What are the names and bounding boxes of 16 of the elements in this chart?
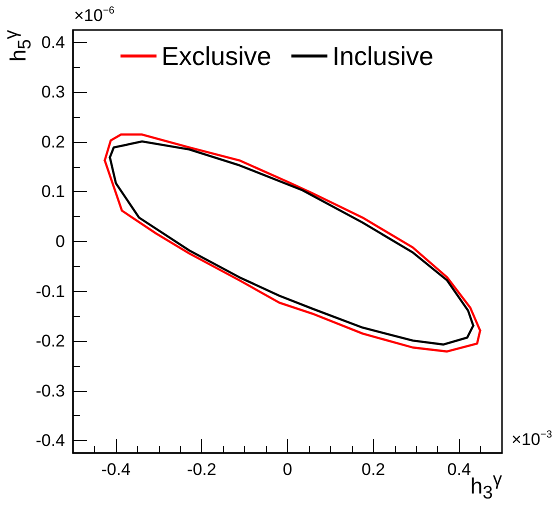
y-tick-label: 0.2 (41, 132, 65, 152)
y-tick-label: 0 (56, 232, 65, 251)
x-tick-label: 0.2 (361, 460, 386, 479)
x-tick-label: -0.2 (187, 460, 216, 479)
y-tick-label: 0.1 (41, 182, 65, 202)
legend-label: Inclusive (332, 41, 434, 71)
y-tick-label: -0.1 (36, 282, 65, 301)
x-tick-label: -0.4 (101, 460, 131, 479)
y-tick-label: 0.3 (41, 82, 65, 102)
y-tick-label: -0.2 (36, 332, 65, 351)
x-tick-label: 0.4 (447, 460, 471, 479)
y-tick-label: -0.3 (36, 381, 65, 400)
y-tick-label: -0.4 (36, 431, 65, 450)
legend-label: Exclusive (162, 41, 272, 71)
x-tick-label: 0 (282, 460, 292, 479)
y-tick-label: 0.4 (41, 32, 65, 52)
